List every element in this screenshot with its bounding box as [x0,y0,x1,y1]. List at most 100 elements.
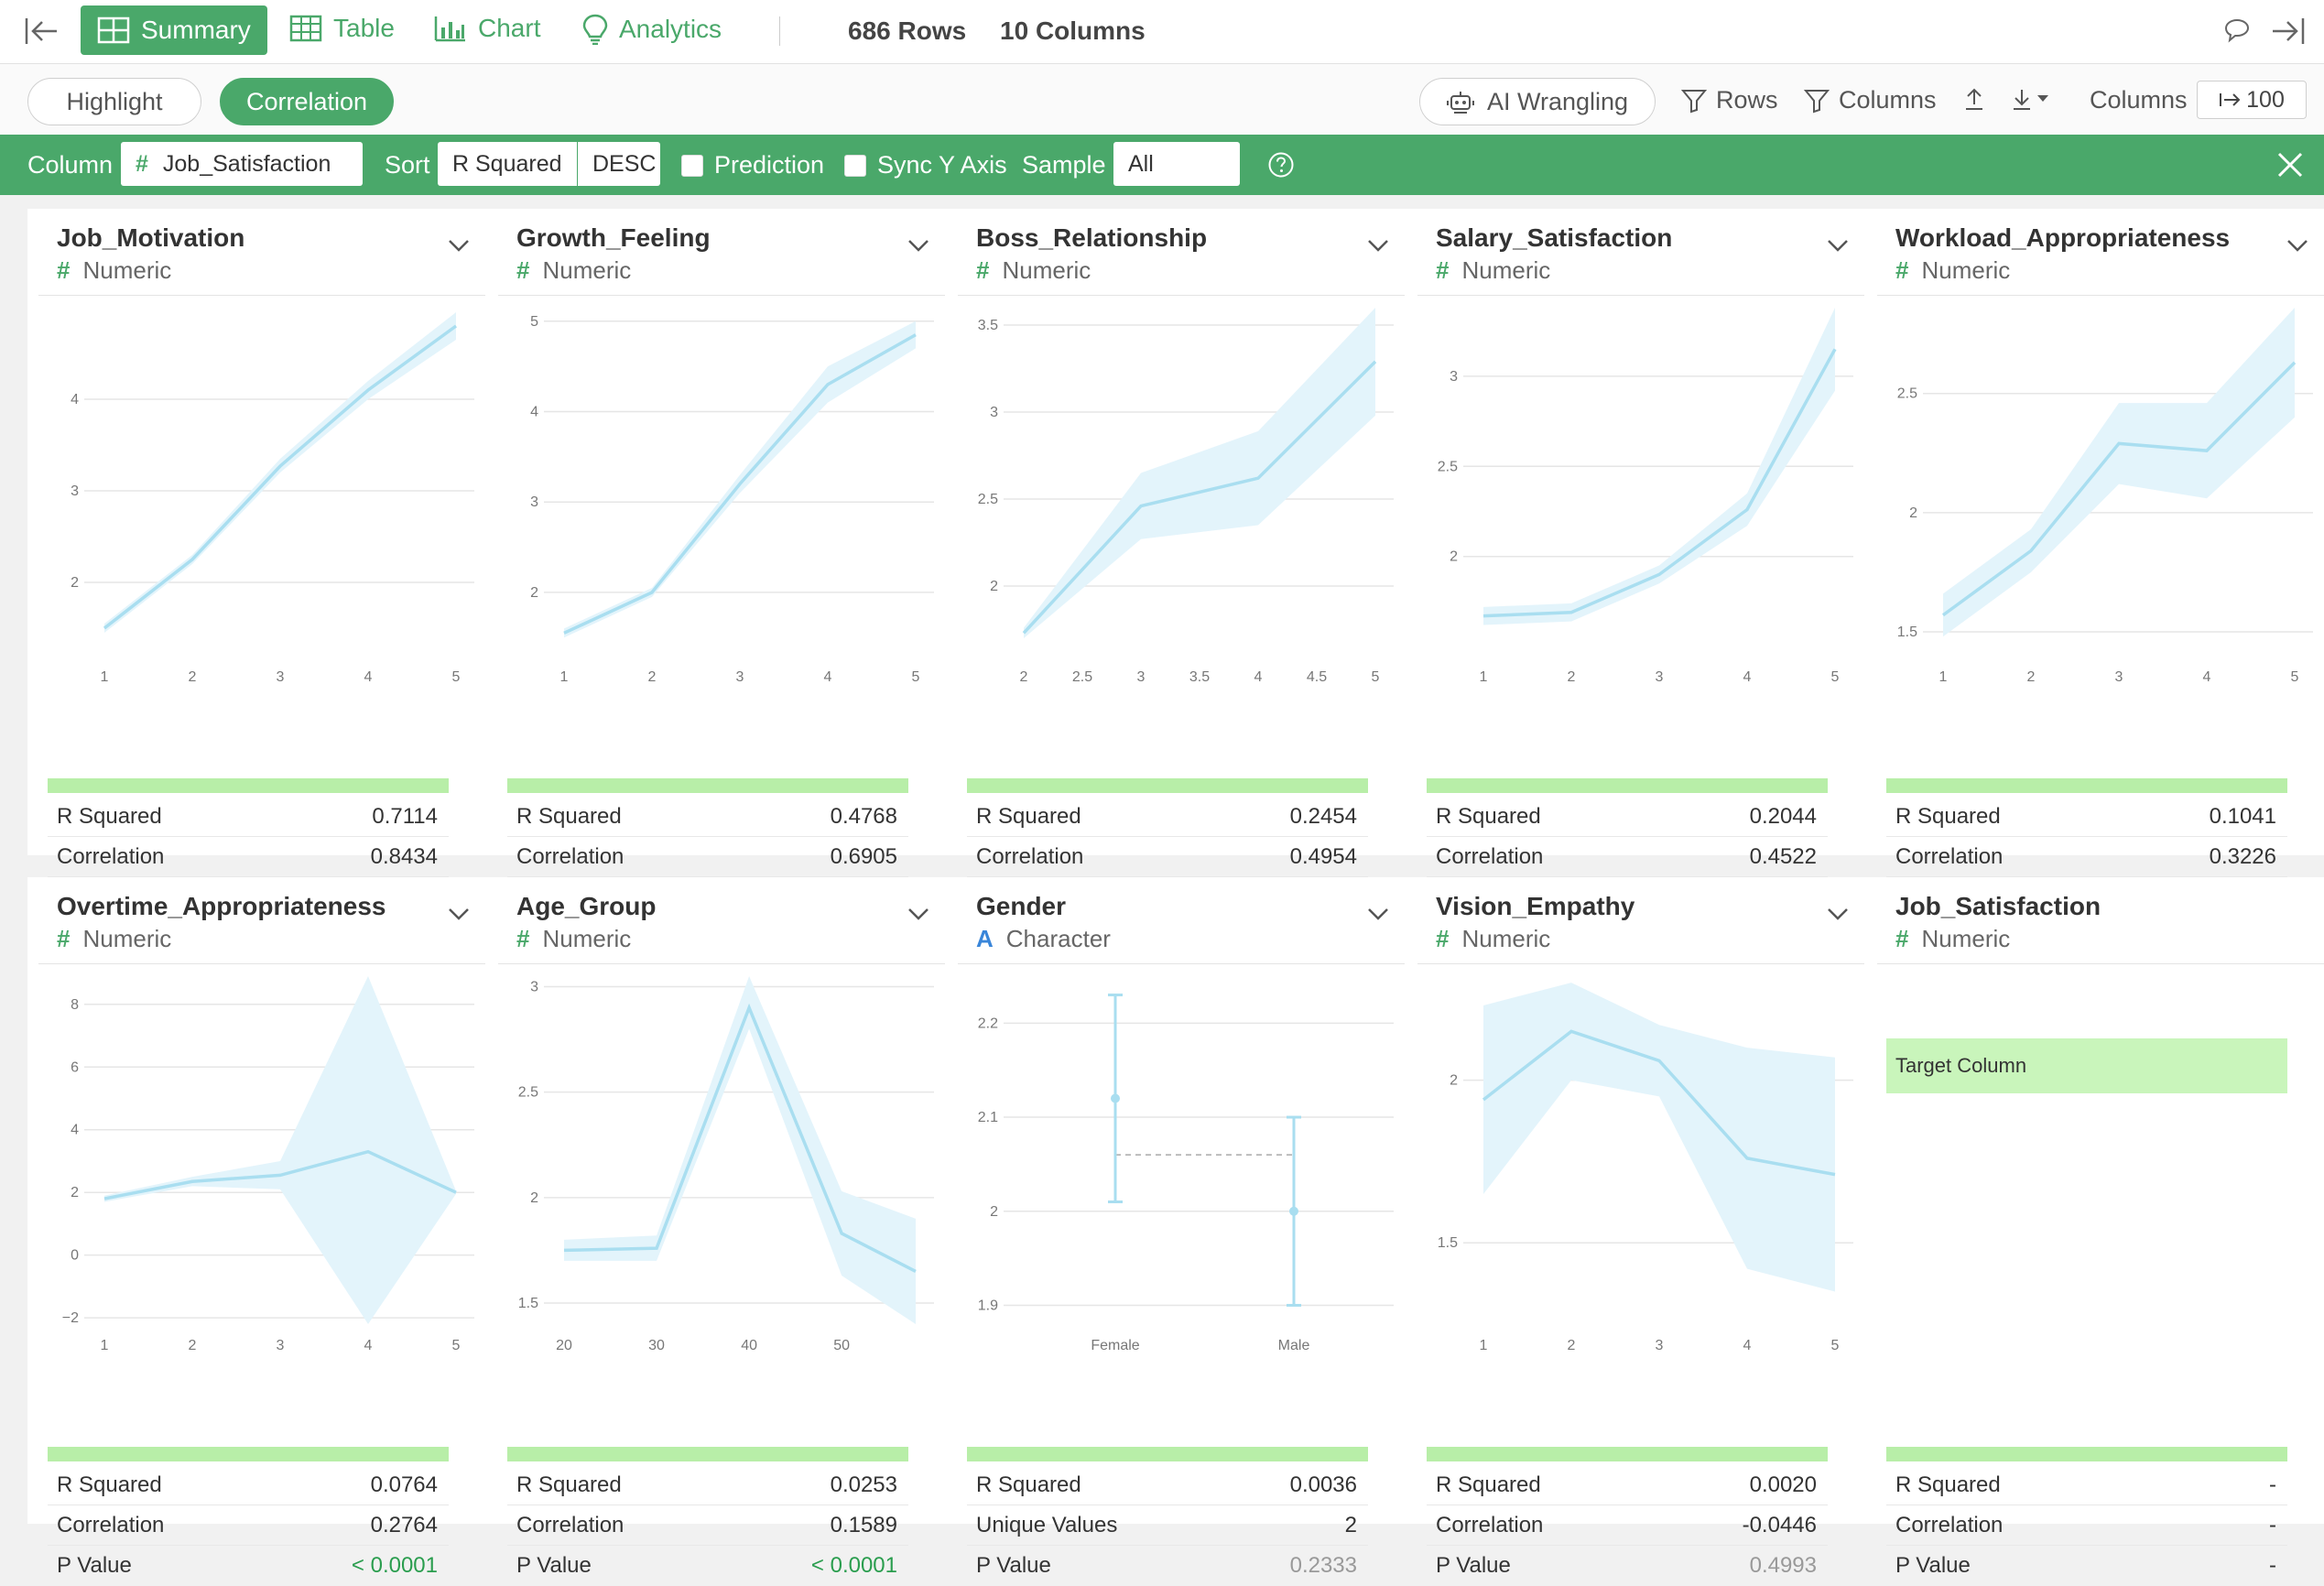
stat-row: R Squared 0.1041 [1886,797,2287,837]
r-squared-bar [1427,778,1828,793]
columns-count-label: Columns [1035,16,1146,45]
stat-label: P Value [976,1553,1051,1578]
y-tick-label: 2.2 [978,1016,998,1031]
close-icon[interactable] [2276,151,2304,179]
target-column-select[interactable]: # Job_Satisfaction [121,142,363,186]
numeric-type-icon: # [1436,925,1450,952]
sort-label: Sort [385,151,430,179]
tab-chart[interactable]: Chart [434,14,540,43]
sort-order-select[interactable]: DESC [578,142,660,186]
chevron-down-icon[interactable] [2286,238,2309,253]
sort-metric-select[interactable]: R Squared [438,142,577,186]
stat-value: -0.0446 [1742,1512,1817,1537]
card-column-type: # Numeric [57,256,171,285]
stat-row: R Squared 0.2044 [1427,797,1828,837]
columns-limit-value: 100 [2246,86,2285,113]
stat-row: R Squared 0.0253 [507,1465,908,1505]
sync-y-axis-checkbox-box[interactable] [844,154,866,177]
card-column-type-label: Numeric [82,256,172,284]
x-tick-label: 4 [1254,669,1263,685]
y-tick-label: 3 [1450,369,1458,385]
prediction-checkbox[interactable]: Prediction [681,151,824,179]
chevron-down-icon[interactable] [907,238,930,253]
x-tick-label: 5 [452,669,461,685]
chart: 1.9 2 2.1 2.2 Female Male [978,994,1394,1353]
columns-limit-label: Columns [2090,86,2188,114]
export-button[interactable] [1963,86,1994,112]
comment-icon[interactable] [2223,16,2251,44]
stat-value: 0.8434 [370,843,438,869]
card-column-type: # Numeric [976,256,1091,285]
stat-value: 0.4768 [830,803,897,829]
stat-row: R Squared 0.0764 [48,1465,449,1505]
stat-label: Unique Values [976,1512,1118,1537]
columns-limit-input[interactable]: 100 [2197,81,2307,119]
character-type-icon: A [976,925,994,952]
stat-value: 0.0764 [370,1472,438,1497]
x-tick-label: 2 [1568,1338,1576,1353]
sample-select[interactable]: All [1113,142,1240,186]
chevron-down-icon[interactable] [907,907,930,921]
y-tick-label: 2 [1909,505,1917,521]
card-column-type: # Numeric [1436,925,1550,953]
x-tick-label: 3 [1656,1338,1664,1353]
card-title: Vision_Empathy [1436,892,1635,920]
correlation-controls-bar: Column # Job_Satisfaction Sort R Squared… [0,135,2324,195]
chevron-down-icon[interactable] [1366,238,1390,253]
tab-summary[interactable]: Summary [81,5,267,55]
table-grid-icon [97,16,130,44]
correlation-button[interactable]: Correlation [220,78,394,125]
stat-row: R Squared 0.4768 [507,797,908,837]
tab-analytics[interactable]: Analytics [582,14,722,45]
tab-analytics-label: Analytics [619,15,722,43]
stats-table: R Squared 0.0253 Correlation 0.1589 P Va… [507,1465,908,1586]
stat-label: P Value [57,1553,132,1578]
stat-row: Correlation 0.4954 [967,837,1368,877]
collapse-left-icon[interactable] [24,16,59,46]
rows-filter-button[interactable]: Rows [1681,86,1778,114]
chart: 2 2.5 3 3.5 2 2.5 3 3.5 4 4.5 5 [978,308,1394,685]
x-tick-label: 5 [2291,669,2299,685]
y-tick-label: 1.9 [978,1298,998,1313]
download-dropdown[interactable] [2011,86,2060,112]
chevron-down-icon[interactable] [1826,907,1850,921]
chevron-down-icon[interactable] [1826,238,1850,253]
chevron-down-icon[interactable] [447,907,471,921]
stats-table: R Squared 0.0020 Correlation -0.0446 P V… [1427,1465,1828,1586]
x-tick-label: 4 [1743,669,1752,685]
y-tick-label: 2 [530,585,538,601]
help-icon[interactable] [1267,151,1295,179]
card-title: Age_Group [516,892,657,920]
y-tick-label: 2.5 [1438,459,1458,474]
card-column-type: # Numeric [1895,256,2010,285]
r-squared-bar [48,1447,449,1461]
column-card: Growth_Feeling # Numeric R Squared 0.4768… [487,209,956,909]
stats-table: R Squared 0.0036 Unique Values 2 P Value… [967,1465,1368,1586]
x-tick-label: 5 [452,1338,461,1353]
view-options-bar: Highlight Correlation AI Wrangling Rows … [0,64,2324,135]
stat-label: P Value [516,1553,592,1578]
stat-label: R Squared [1895,803,2001,829]
card-title: Growth_Feeling [516,223,711,252]
filter-icon [1804,89,1830,113]
stat-value: 0.4954 [1289,843,1357,869]
columns-filter-button[interactable]: Columns [1804,86,1937,114]
sample-label: Sample [1022,151,1106,179]
card-divider [38,963,485,964]
x-tick-label: 4 [364,1338,373,1353]
tab-table[interactable]: Table [289,14,395,43]
highlight-button[interactable]: Highlight [27,78,201,125]
ai-wrangling-button[interactable]: AI Wrangling [1419,78,1656,125]
sync-y-axis-checkbox[interactable]: Sync Y Axis [844,151,1007,179]
toolbar-divider [779,16,780,46]
chevron-down-icon[interactable] [447,238,471,253]
collapse-right-icon[interactable] [2271,16,2306,46]
prediction-checkbox-box[interactable] [681,154,703,177]
numeric-type-icon: # [1895,256,1909,284]
chevron-down-icon[interactable] [1366,907,1390,921]
stat-value: 0.3226 [2209,843,2276,869]
r-squared-bar [1886,778,2287,793]
stat-label: Correlation [57,1512,165,1537]
chart: 1.5 2 2.5 1 2 3 4 5 [1897,308,2313,685]
stat-row: P Value 0.2333 [967,1546,1368,1586]
